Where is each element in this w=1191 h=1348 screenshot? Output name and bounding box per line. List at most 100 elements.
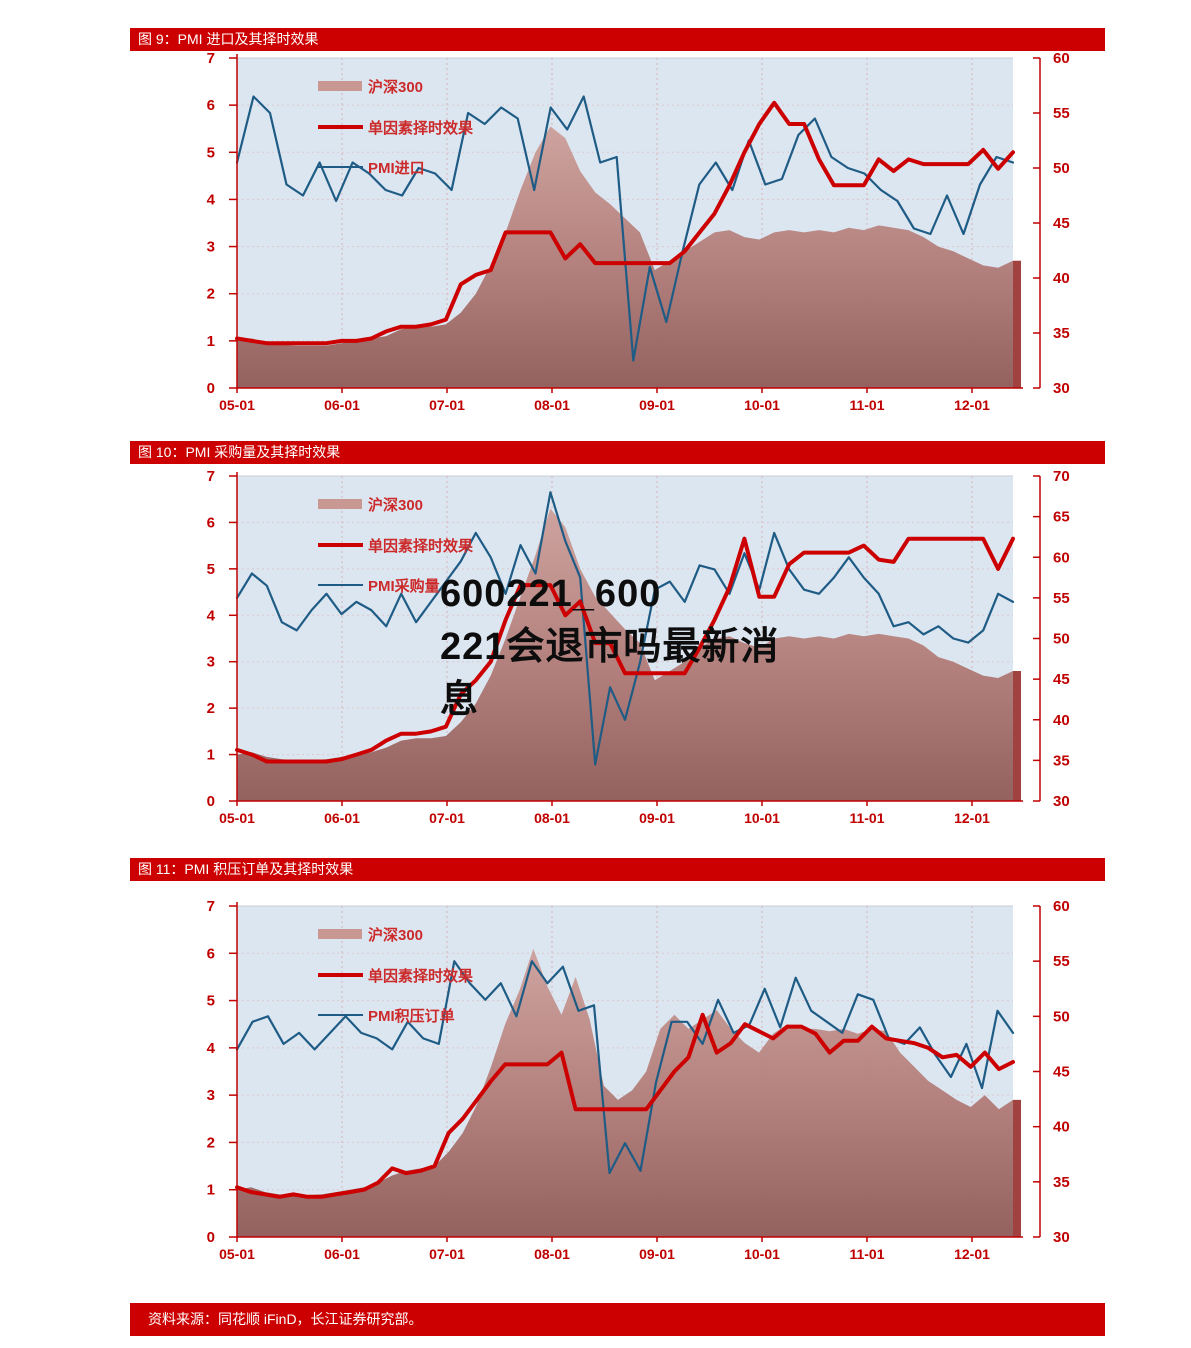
series-area-hs300 [237, 508, 1013, 801]
x-axis-tick-label: 09-01 [639, 1246, 675, 1262]
x-axis-tick-label: 05-01 [219, 397, 255, 413]
left-axis-tick-label: 2 [207, 1134, 215, 1151]
x-axis-tick-label: 06-01 [324, 397, 360, 413]
series-line-pmi [235, 960, 1015, 1175]
x-axis-tick-label: 05-01 [219, 1246, 255, 1262]
source-text: 资料来源：同花顺 iFinD，长江证券研究部。 [148, 1311, 423, 1327]
legend-swatch-line [318, 543, 363, 547]
watermark-line-1: 600221_600 [440, 573, 662, 615]
x-axis-tick-label: 11-01 [849, 810, 884, 826]
legend-swatch-line [318, 973, 363, 977]
left-axis-tick-label: 3 [207, 1087, 215, 1104]
left-axis-tick-label: 5 [207, 561, 215, 578]
left-axis-tick-label: 1 [207, 1182, 215, 1199]
x-axis-tick-label: 09-01 [639, 397, 675, 413]
left-axis-tick-label: 6 [207, 514, 215, 531]
left-axis-tick-label: 0 [207, 793, 215, 810]
right-axis-tick-label: 35 [1053, 325, 1070, 342]
watermark-line-2: 221会退市吗最新消 [440, 626, 780, 668]
figure-9-title: 图 9：PMI 进口及其择时效果 [138, 31, 319, 47]
left-axis-tick-label: 0 [207, 1229, 215, 1246]
right-axis-tick-label: 55 [1053, 953, 1070, 970]
left-axis-tick-label: 6 [207, 945, 215, 962]
left-axis-tick-label: 3 [207, 654, 215, 671]
left-axis-tick-label: 7 [207, 898, 215, 915]
x-axis-tick-label: 06-01 [324, 810, 360, 826]
left-axis-tick-label: 0 [207, 380, 215, 397]
area-edge-strip [1013, 1099, 1021, 1237]
source-bar: 资料来源：同花顺 iFinD，长江证券研究部。 [130, 1303, 1105, 1336]
x-axis-tick-label: 10-01 [744, 810, 780, 826]
right-axis-tick-label: 40 [1053, 1119, 1070, 1136]
left-axis-tick-label: 7 [207, 50, 215, 67]
watermark-line-3: 息 [440, 679, 480, 721]
figure-10-title-bar: 图 10：PMI 采购量及其择时效果 [130, 441, 1105, 464]
x-axis-tick-label: 12-01 [954, 810, 990, 826]
x-axis-tick-label: 11-01 [849, 397, 884, 413]
x-axis-tick-label: 08-01 [534, 397, 570, 413]
left-axis-tick-label: 1 [207, 747, 215, 764]
left-axis-tick-label: 4 [207, 191, 216, 208]
legend-label: 沪深300 [368, 78, 423, 96]
left-axis-tick-label: 4 [207, 607, 216, 624]
right-axis-tick-label: 60 [1053, 549, 1070, 566]
legend-swatch-line [318, 166, 363, 168]
left-axis-tick-label: 1 [207, 333, 215, 350]
series-line-timing [235, 1012, 1015, 1199]
series-line-pmi [235, 95, 1015, 362]
right-axis-tick-label: 30 [1053, 793, 1070, 810]
right-axis-tick-label: 35 [1053, 1174, 1070, 1191]
right-axis-tick-label: 60 [1053, 50, 1070, 67]
right-axis-tick-label: 60 [1053, 898, 1070, 915]
watermark: 600221_600 221会退市吗最新消 息 [440, 568, 820, 727]
legend-swatch-line [318, 1014, 363, 1016]
left-axis-tick-label: 2 [207, 286, 215, 303]
legend-swatch-line [318, 125, 363, 129]
figure-9-chart: 7 6 5 4 3 2 1 0 60 55 50 45 40 35 30 05-01 06-01 07-01 08-… [207, 50, 1070, 413]
right-axis-tick-label: 45 [1053, 1064, 1070, 1081]
right-axis-tick-label: 35 [1053, 752, 1070, 769]
legend-label: 沪深300 [368, 926, 423, 944]
legend-label: PMI进口 [368, 160, 425, 177]
x-axis-tick-label: 09-01 [639, 810, 675, 826]
series-line-timing [235, 536, 1015, 764]
x-axis-tick-label: 07-01 [429, 1246, 465, 1262]
legend-swatch-area [318, 499, 362, 509]
area-edge-strip [1013, 671, 1021, 801]
left-axis-tick-label: 7 [207, 468, 215, 485]
left-axis-tick-label: 2 [207, 700, 215, 717]
area-edge-strip [1013, 260, 1021, 388]
x-axis-tick-label: 10-01 [744, 397, 780, 413]
x-axis-tick-label: 08-01 [534, 810, 570, 826]
x-axis-tick-label: 07-01 [429, 810, 465, 826]
right-axis-tick-label: 40 [1053, 270, 1070, 287]
figure-10-title: 图 10：PMI 采购量及其择时效果 [138, 444, 341, 460]
left-axis-tick-label: 4 [207, 1040, 216, 1057]
legend-label: 单因素择时效果 [368, 967, 474, 985]
left-axis-tick-label: 3 [207, 239, 215, 256]
right-axis-tick-label: 55 [1053, 590, 1070, 607]
right-axis-tick-label: 70 [1053, 468, 1070, 485]
series-area-hs300 [237, 948, 1013, 1237]
left-axis-tick-label: 5 [207, 993, 215, 1010]
x-axis-tick-label: 12-01 [954, 397, 990, 413]
legend-label: PMI采购量 [368, 577, 440, 595]
series-line-timing [235, 100, 1015, 346]
legend-swatch-area [318, 81, 362, 91]
figure-11-title-bar: 图 11：PMI 积压订单及其择时效果 [130, 858, 1105, 881]
legend-label: PMI积压订单 [368, 1007, 455, 1025]
legend-label: 沪深300 [368, 496, 423, 514]
right-axis-tick-label: 30 [1053, 1229, 1070, 1246]
right-axis-tick-label: 50 [1053, 631, 1070, 648]
left-axis-tick-label: 6 [207, 97, 215, 114]
x-axis-tick-label: 12-01 [954, 1246, 990, 1262]
right-axis-tick-label: 55 [1053, 105, 1070, 122]
x-axis-tick-label: 06-01 [324, 1246, 360, 1262]
x-axis-tick-label: 05-01 [219, 810, 255, 826]
left-axis-tick-label: 5 [207, 144, 215, 161]
figure-11-title: 图 11：PMI 积压订单及其择时效果 [138, 861, 354, 877]
right-axis-tick-label: 45 [1053, 671, 1070, 688]
figure-9-title-bar: 图 9：PMI 进口及其择时效果 [130, 28, 1105, 51]
